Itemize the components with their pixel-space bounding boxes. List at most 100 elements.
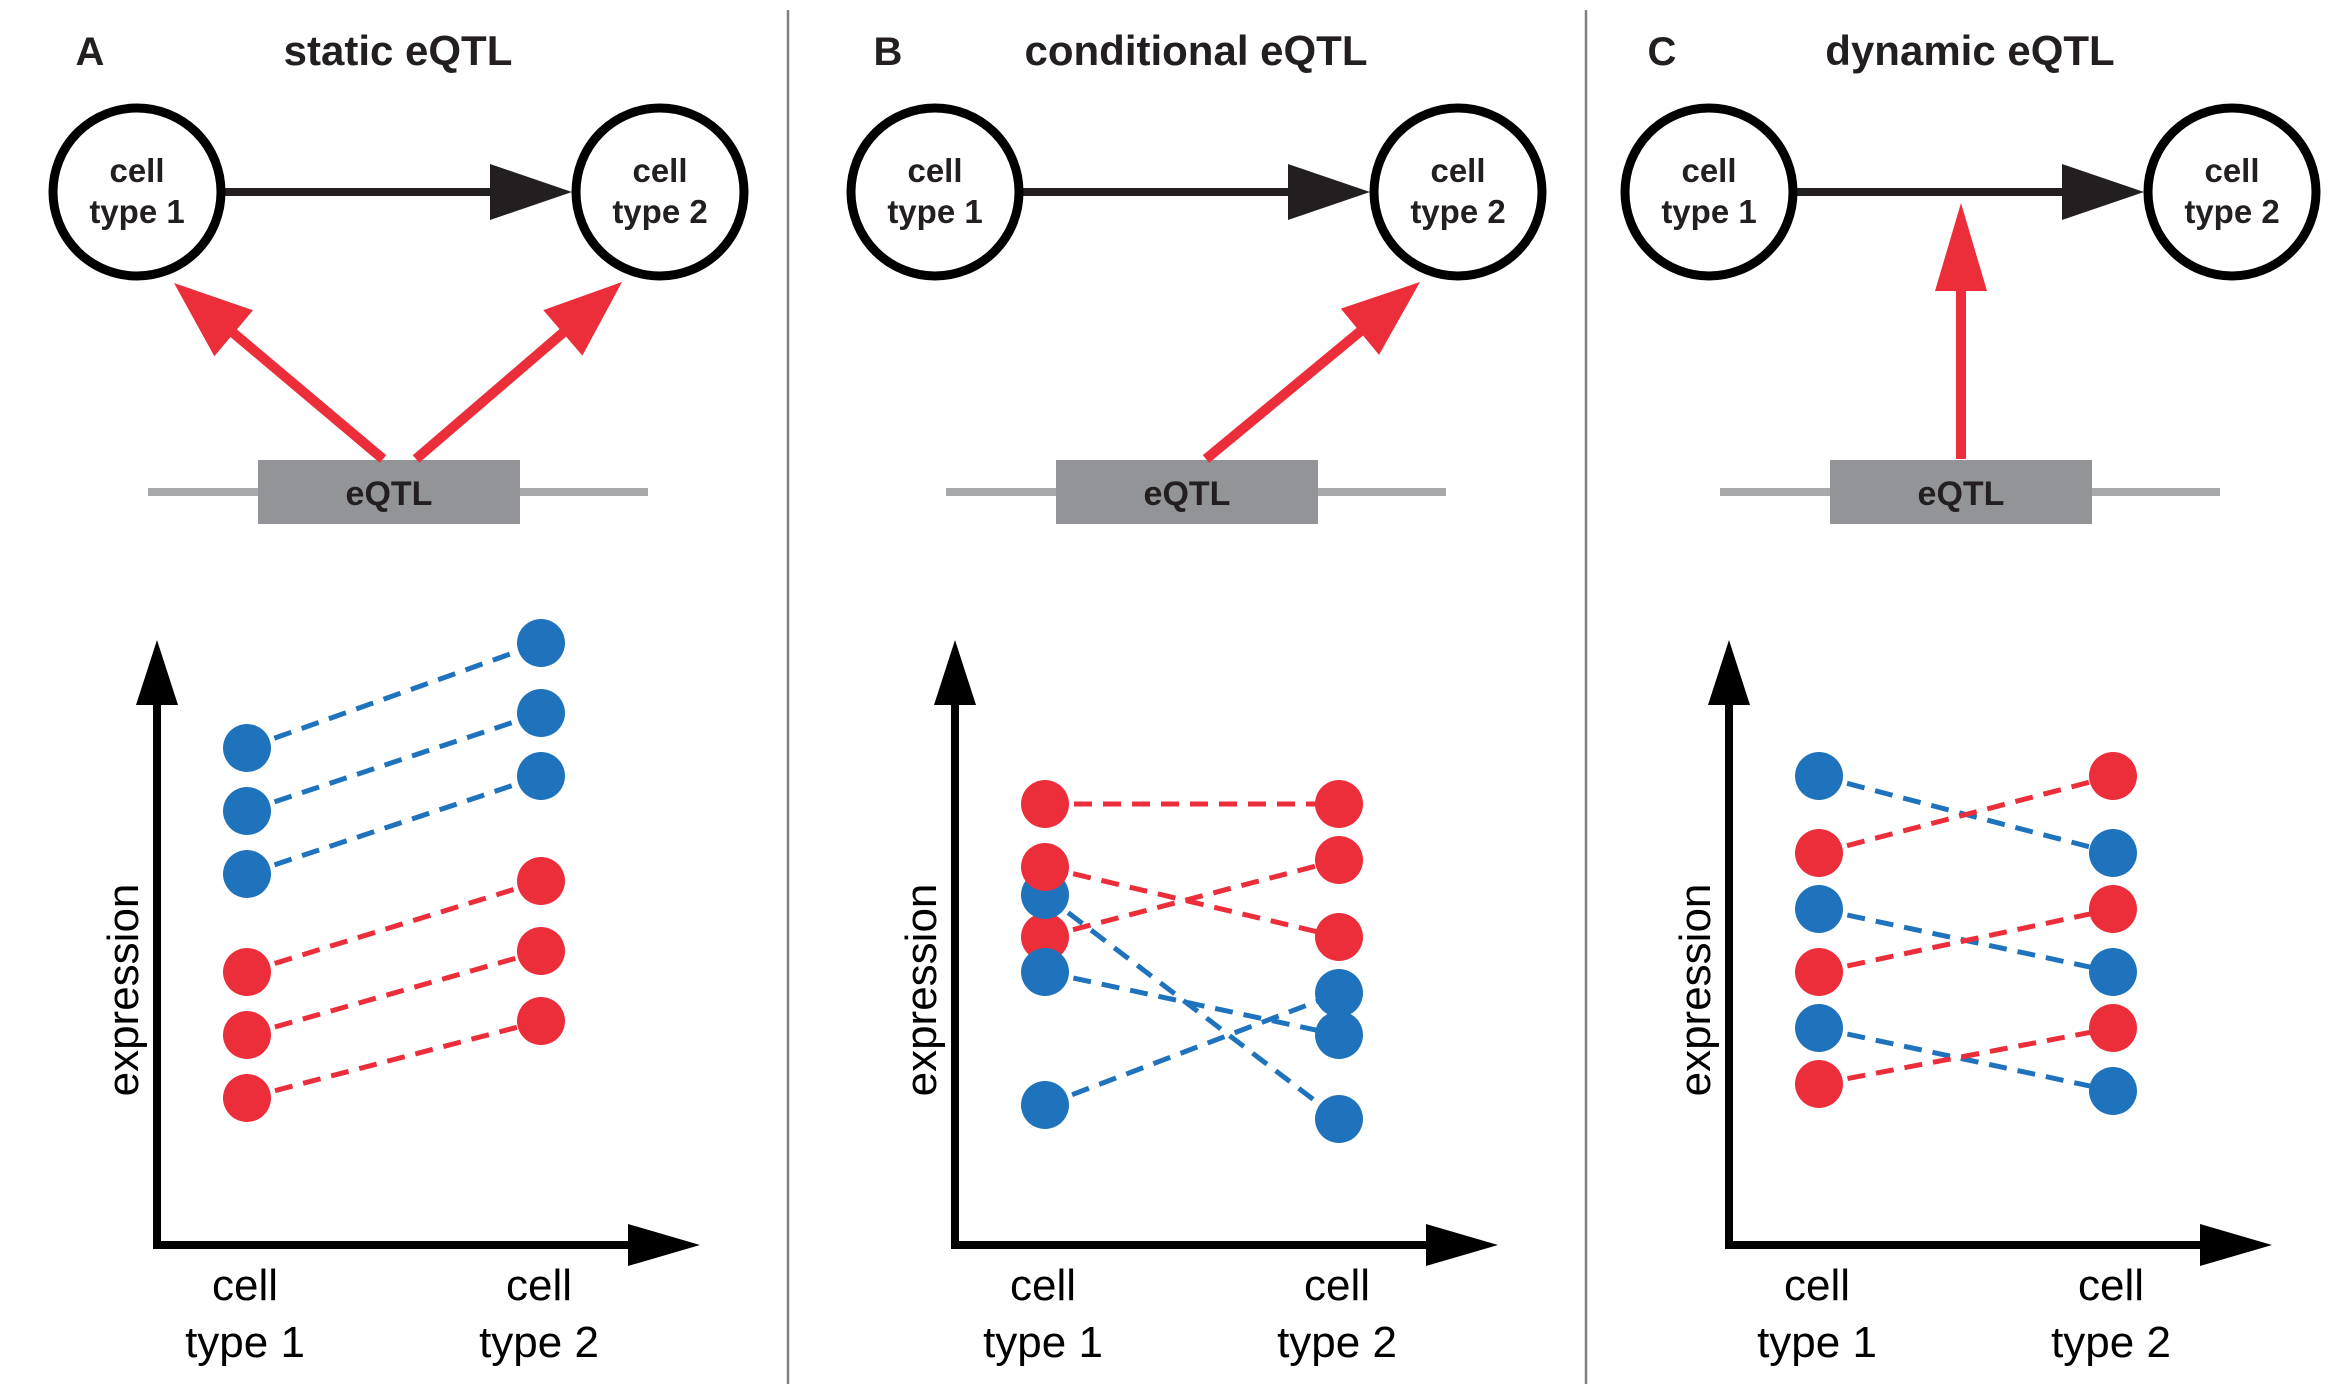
x-tick-label: cell <box>506 1261 572 1310</box>
panel-title: dynamic eQTL <box>1825 27 2114 74</box>
series-line-red <box>1044 857 1340 940</box>
transition-arrow-head <box>2062 164 2144 220</box>
panel-title: static eQTL <box>284 27 513 74</box>
x-axis-head <box>2200 1224 2272 1266</box>
data-point-red <box>517 997 565 1045</box>
node-label: cell <box>1430 152 1485 189</box>
eqtl-effect-arrow <box>1202 282 1420 463</box>
data-point-red <box>223 948 271 996</box>
data-point-blue <box>1021 1081 1069 1129</box>
x-tick-label: cell <box>212 1261 278 1310</box>
eqtl-label: eQTL <box>1144 475 1231 513</box>
eqtl-effect-arrow-head <box>1340 282 1420 355</box>
node-label: type 1 <box>89 193 184 230</box>
x-tick-label: type 1 <box>983 1318 1103 1367</box>
x-tick-label: type 2 <box>1277 1318 1397 1367</box>
y-axis-label: expression <box>1671 884 1720 1097</box>
data-point-blue <box>1315 969 1363 1017</box>
cell-type-1-node: cell type 1 <box>48 103 226 281</box>
data-point-red <box>1021 843 1069 891</box>
y-axis-head <box>934 640 976 705</box>
series-line-blue <box>246 773 542 877</box>
data-point-red <box>1795 948 1843 996</box>
x-tick-label: cell <box>1010 1261 1076 1310</box>
x-axis-head <box>628 1224 700 1266</box>
y-axis <box>1708 640 1750 1249</box>
data-point-red <box>517 857 565 905</box>
eqtl-effect-arrow <box>174 283 387 463</box>
node-circle <box>846 103 1024 281</box>
node-label: type 2 <box>2184 193 2279 230</box>
series-line-red <box>1044 864 1340 940</box>
y-axis-head <box>1708 640 1750 705</box>
x-tick-label: cell <box>1304 1261 1370 1310</box>
cell-type-1-node: cell type 1 <box>846 103 1024 281</box>
data-point-blue <box>2089 829 2137 877</box>
x-axis-head <box>1426 1224 1498 1266</box>
data-point-red <box>223 1074 271 1122</box>
data-point-blue <box>1795 1004 1843 1052</box>
x-tick-label: type 1 <box>1757 1318 1877 1367</box>
data-point-red <box>2089 1004 2137 1052</box>
series-line-blue <box>246 640 542 751</box>
x-axis <box>951 1224 1498 1266</box>
data-point-red <box>1021 913 1069 961</box>
data-point-blue <box>1021 948 1069 996</box>
series-line-blue <box>1818 1025 2114 1094</box>
x-tick-label: cell <box>2078 1261 2144 1310</box>
node-label: cell <box>109 152 164 189</box>
y-axis <box>934 640 976 1249</box>
eqtl-effect-arrow <box>1935 203 1987 459</box>
y-axis-head <box>136 640 178 705</box>
series-line-blue <box>1044 990 1340 1108</box>
panel-letter: B <box>874 30 903 74</box>
series-line-red <box>246 878 542 975</box>
data-point-blue <box>517 619 565 667</box>
x-axis <box>153 1224 700 1266</box>
data-point-blue <box>223 787 271 835</box>
node-circle <box>1620 103 1798 281</box>
eqtl-box <box>258 460 520 524</box>
eqtl-label: eQTL <box>346 475 433 513</box>
node-label: cell <box>907 152 962 189</box>
data-point-red <box>1021 780 1069 828</box>
transition-arrow <box>1019 164 1370 220</box>
node-label: type 1 <box>887 193 982 230</box>
eqtl-effect-arrow-shaft <box>412 326 570 463</box>
eqtl-box <box>1056 460 1318 524</box>
cell-type-2-node: cell type 2 <box>571 103 749 281</box>
node-label: type 2 <box>1410 193 1505 230</box>
eqtl-effect-arrow-head <box>174 283 253 357</box>
data-point-red <box>1315 780 1363 828</box>
transition-arrow-head <box>490 164 572 220</box>
cell-type-1-node: cell type 1 <box>1620 103 1798 281</box>
series-line-blue <box>1043 893 1341 1121</box>
eqtl-effect-arrow <box>412 282 622 463</box>
series-line-red <box>246 1018 542 1101</box>
eqtl-effect-arrow-head <box>543 282 622 356</box>
panel-title: conditional eQTL <box>1025 27 1368 74</box>
series-line-red <box>1818 773 2114 856</box>
data-point-red <box>517 927 565 975</box>
eqtl-effect-arrow-head <box>1935 203 1987 291</box>
data-point-blue <box>1315 1011 1363 1059</box>
panel-letter: A <box>76 30 105 74</box>
x-axis <box>1725 1224 2272 1266</box>
node-label: cell <box>1681 152 1736 189</box>
x-tick-label: type 1 <box>185 1318 305 1367</box>
series-line-blue <box>246 710 542 814</box>
node-label: type 1 <box>1661 193 1756 230</box>
x-tick-label: cell <box>1784 1261 1850 1310</box>
x-tick-label: type 2 <box>479 1318 599 1367</box>
data-point-blue <box>517 752 565 800</box>
y-axis-label: expression <box>99 884 148 1097</box>
data-point-red <box>1795 829 1843 877</box>
transition-arrow-head <box>1288 164 1370 220</box>
series-line-red <box>1818 906 2114 975</box>
data-point-red <box>223 1011 271 1059</box>
data-point-red <box>1795 1060 1843 1108</box>
